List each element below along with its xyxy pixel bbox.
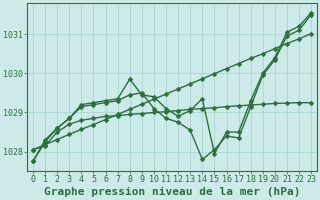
X-axis label: Graphe pression niveau de la mer (hPa): Graphe pression niveau de la mer (hPa) (44, 187, 300, 197)
